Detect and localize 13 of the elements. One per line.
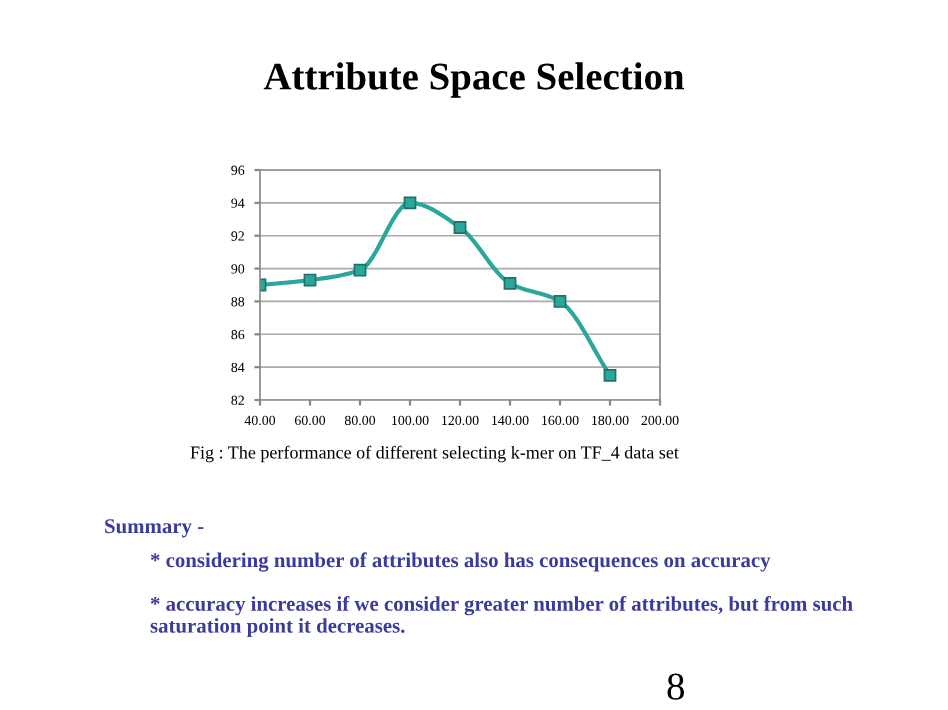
- text: Summary -: [105, 519, 204, 538]
- text: * considering number of attributes also has consequences on accuracy: [150, 552, 771, 572]
- point: [603, 368, 617, 382]
- text: * accuracy increases if we consider greater number of attributes, but from such saturation point it decreases.: [150, 596, 853, 638]
- text: Fig : The performance of different selecting k-mer on TF_4 data set: [190, 445, 679, 463]
- point: [553, 295, 567, 308]
- text: 8: [667, 673, 684, 700]
- point: [303, 273, 317, 287]
- point: [503, 276, 517, 290]
- point: [403, 196, 417, 210]
- point: [353, 263, 367, 277]
- point: [453, 221, 467, 234]
- chart-title: Attribute Space Selection: [263, 62, 685, 98]
